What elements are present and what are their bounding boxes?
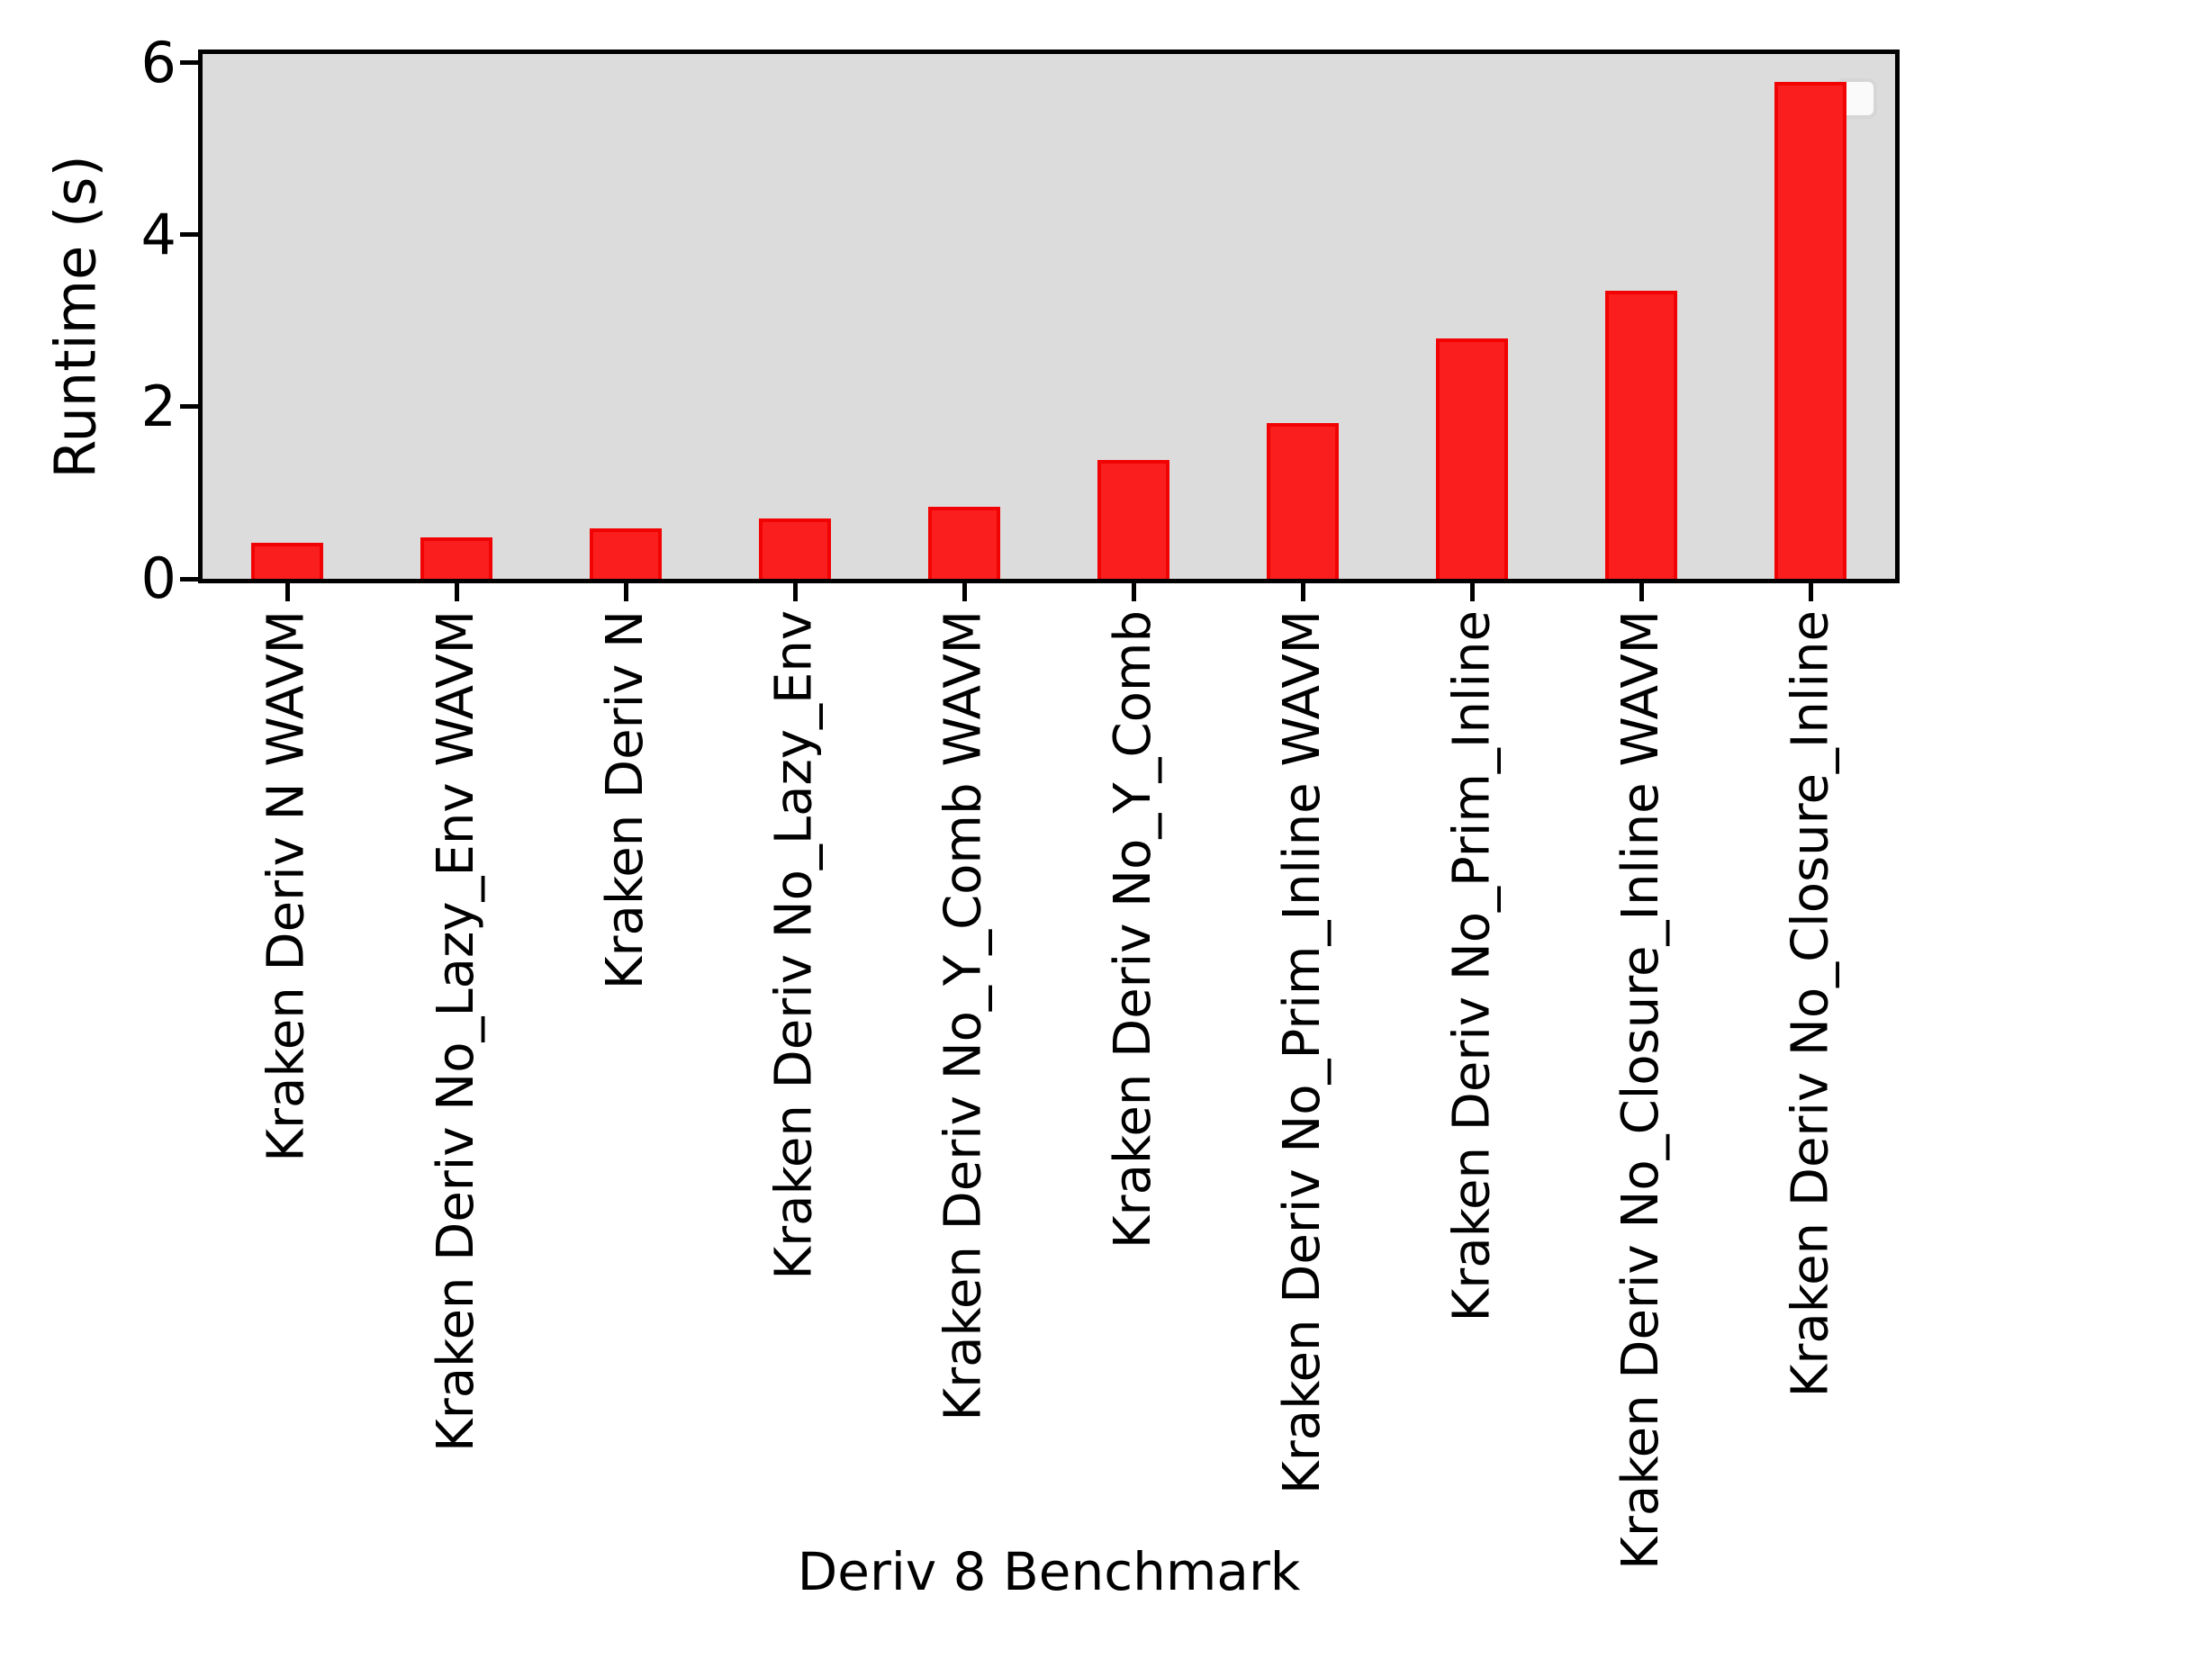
bar-1 (251, 543, 323, 579)
x-tick-mark (792, 583, 798, 601)
y-tick-mark (180, 232, 198, 238)
bar-6 (1097, 460, 1169, 579)
x-tick-label: Kraken Deriv N WAVM (257, 610, 316, 1162)
x-tick-label: Kraken Deriv No_Closure_Inline (1781, 610, 1839, 1398)
bar-4 (759, 518, 831, 579)
x-tick-mark (1469, 583, 1475, 601)
x-tick-mark (1639, 583, 1644, 601)
x-tick-mark (623, 583, 628, 601)
plot-area (198, 50, 1900, 583)
x-tick-mark (962, 583, 967, 601)
bar-3 (590, 528, 662, 579)
x-tick-mark (454, 583, 459, 601)
bar-5 (928, 507, 1000, 579)
bar-8 (1436, 338, 1508, 579)
x-tick-label: Kraken Deriv No_Prim_Inline (1442, 610, 1501, 1322)
bar-2 (420, 537, 492, 579)
y-tick-mark (180, 404, 198, 410)
y-tick-label: 4 (140, 201, 176, 267)
x-tick-label: Kraken Deriv No_Lazy_Env WAVM (427, 610, 485, 1453)
bar-9 (1605, 291, 1677, 579)
y-tick-label: 0 (140, 545, 176, 611)
bar-10 (1774, 82, 1846, 579)
x-tick-label: Kraken Deriv No_Y_Comb WAVM (934, 610, 993, 1421)
x-tick-label: Kraken Deriv N (596, 610, 655, 990)
y-tick-mark (180, 576, 198, 582)
x-tick-mark (1131, 583, 1136, 601)
plot-inner (203, 54, 1895, 579)
x-tick-label: Kraken Deriv No_Closure_Inline WAVM (1612, 610, 1670, 1570)
x-tick-mark (1300, 583, 1305, 601)
bar-7 (1267, 423, 1339, 579)
x-axis-label: Deriv 8 Benchmark (797, 1541, 1301, 1602)
y-tick-label: 6 (140, 29, 176, 95)
x-tick-label: Kraken Deriv No_Lazy_Env (765, 610, 824, 1280)
x-tick-mark (284, 583, 290, 601)
y-tick-label: 2 (140, 373, 176, 439)
x-tick-label: Kraken Deriv No_Y_Comb (1104, 610, 1162, 1249)
y-tick-mark (180, 60, 198, 66)
x-tick-mark (1808, 583, 1813, 601)
x-tick-label: Kraken Deriv No_Prim_Inline WAVM (1273, 610, 1332, 1494)
